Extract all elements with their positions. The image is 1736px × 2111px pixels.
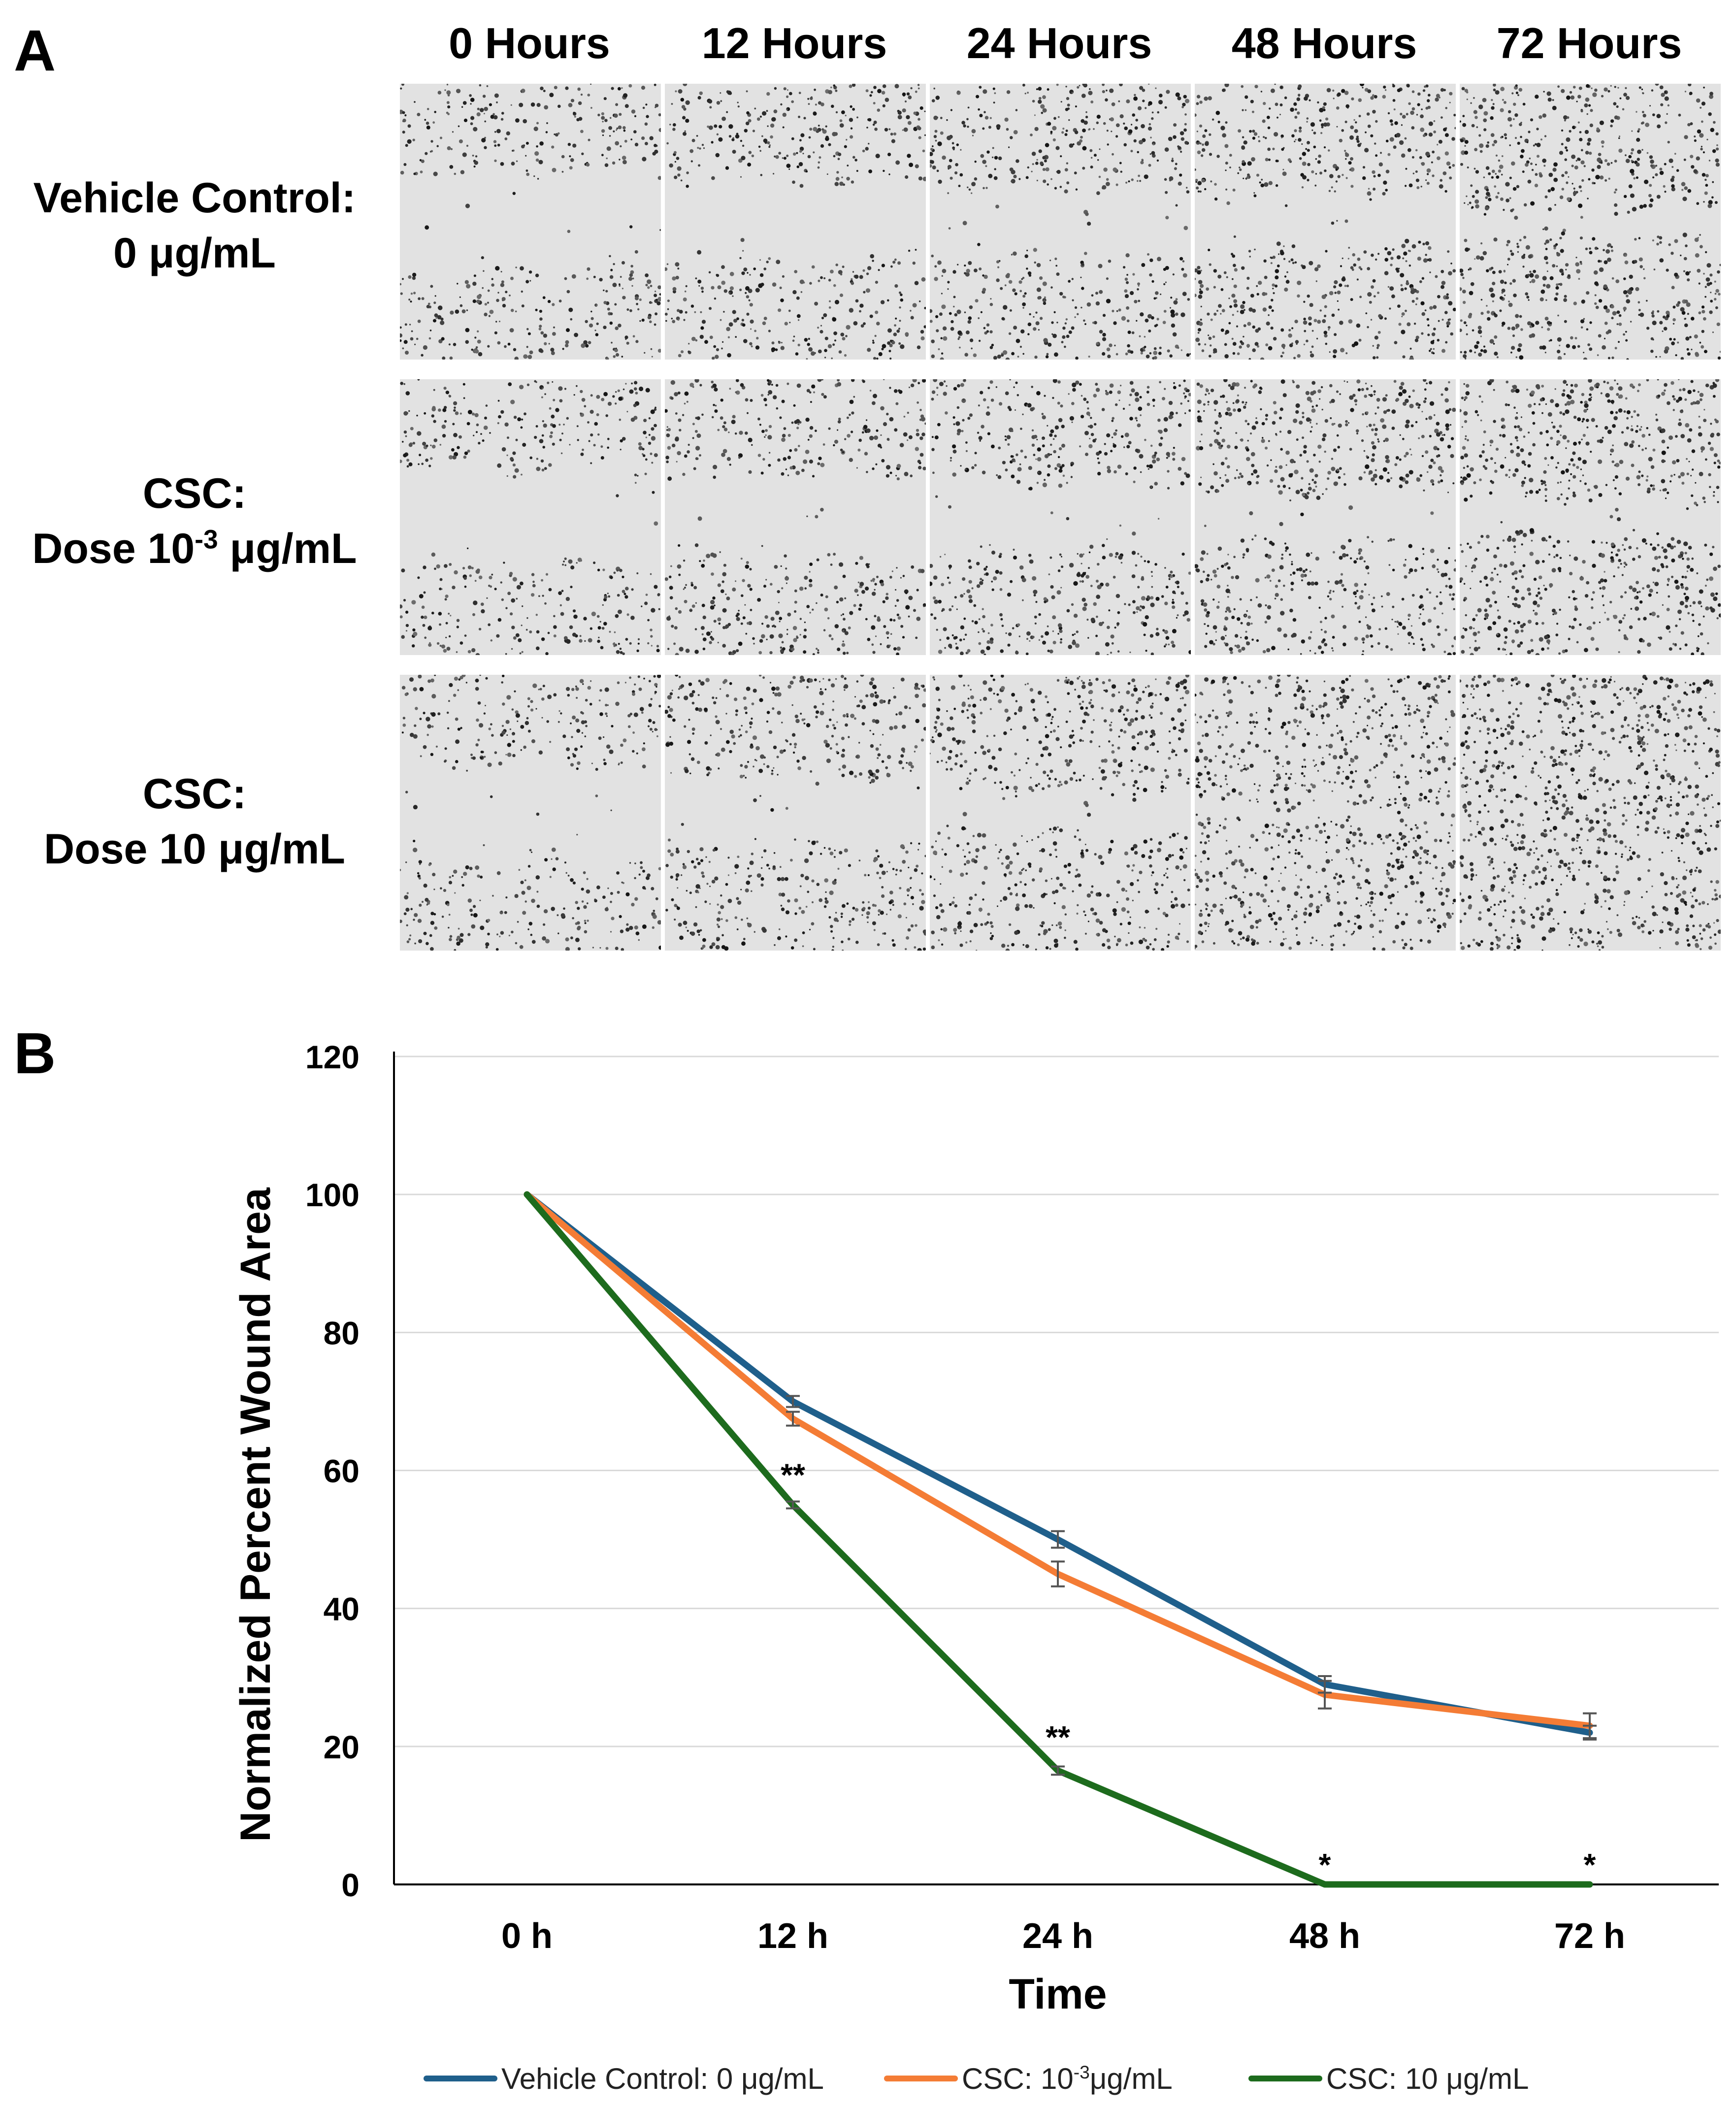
- column-header-48h: 48 Hours: [1231, 19, 1417, 67]
- micrograph-tile: [400, 84, 661, 360]
- micrograph-tile: [400, 379, 661, 655]
- micrograph-tile: [930, 84, 1191, 360]
- row-label-exponent: -3: [195, 525, 218, 555]
- y-tick-label: 40: [324, 1591, 360, 1627]
- micrograph-tile: [1195, 379, 1456, 655]
- axis-labels: 0 20 40 60 80 100 120 0 h 12 h 24 h 48 h 72 h Time No…: [232, 1039, 1625, 2018]
- legend-swatch: [884, 2076, 958, 2081]
- row-label-line1: CSC:: [142, 470, 247, 517]
- legend-label: CSC: 10-3μg/mL: [962, 2062, 1173, 2096]
- column-header-24h: 24 Hours: [966, 19, 1152, 67]
- row-label-csc-high-dose: CSC: Dose 10 μg/mL: [0, 766, 389, 877]
- y-tick-label: 100: [305, 1177, 360, 1213]
- row-label-line2-text: 0 μg/mL: [113, 230, 276, 277]
- panel-b-letter: B: [14, 1021, 56, 1086]
- x-tick-label: 48 h: [1289, 1916, 1360, 1956]
- significance-marker: *: [1319, 1847, 1331, 1882]
- row-label-line2-text: Dose 10: [32, 525, 195, 572]
- micrograph-tile: [930, 379, 1191, 655]
- legend-item-csc-low-dose: CSC: 10-3μg/mL: [884, 2054, 1173, 2103]
- micrograph-tile: [1195, 84, 1456, 360]
- row-label-line1: Vehicle Control:: [33, 174, 356, 222]
- micrograph-tile: [930, 675, 1191, 951]
- micrograph-tile: [1460, 84, 1721, 360]
- significance-annotations: ***** *: [781, 1457, 1596, 1882]
- x-tick-label: 12 h: [757, 1916, 828, 1956]
- micrograph-tile: [665, 84, 926, 360]
- x-tick-label: 0 h: [501, 1916, 553, 1956]
- significance-marker: **: [781, 1457, 805, 1493]
- row-label-csc-low-dose: CSC: Dose 10-3 μg/mL: [0, 466, 389, 576]
- y-tick-label: 60: [324, 1453, 360, 1489]
- y-tick-label: 0: [341, 1867, 360, 1903]
- legend-label-text: CSC: 10: [962, 2062, 1074, 2095]
- micrograph-tile: [1460, 675, 1721, 951]
- x-tick-label: 72 h: [1554, 1916, 1625, 1956]
- legend-label-exponent: -3: [1073, 2061, 1090, 2082]
- column-header-72h: 72 Hours: [1496, 19, 1682, 67]
- series-line-0: [524, 1191, 1593, 1736]
- legend-label: CSC: 10 μg/mL: [1326, 2062, 1529, 2095]
- legend-label: Vehicle Control: 0 μg/mL: [501, 2062, 824, 2095]
- legend-label-unit: μg/mL: [1089, 2062, 1173, 2095]
- x-axis-title: Time: [1009, 1971, 1107, 2018]
- micrograph-tile: [1195, 675, 1456, 951]
- row-label-line2: Dose 10 μg/mL: [0, 822, 389, 877]
- column-header-12h: 12 Hours: [701, 19, 887, 67]
- chart-legend: Vehicle Control: 0 μg/mL CSC: 10-3μg/mL …: [0, 2054, 1736, 2103]
- panel-a-letter: A: [14, 18, 56, 83]
- series-line-1: [524, 1191, 1593, 1729]
- y-tick-label: 20: [324, 1729, 360, 1765]
- significance-marker: **: [1046, 1719, 1070, 1755]
- legend-item-vehicle-control: Vehicle Control: 0 μg/mL: [424, 2054, 824, 2103]
- micrograph-tile: [1460, 379, 1721, 655]
- micrograph-tile: [665, 675, 926, 951]
- column-header-0h: 0 Hours: [449, 19, 610, 67]
- y-tick-label: 80: [324, 1315, 360, 1351]
- legend-swatch: [424, 2076, 497, 2081]
- micrograph-tile: [665, 379, 926, 655]
- legend-swatch: [1248, 2076, 1322, 2081]
- row-label-line2: Dose 10-3 μg/mL: [0, 521, 389, 576]
- row-label-line2: 0 μg/mL: [0, 226, 389, 281]
- row-label-line2-text: Dose 10 μg/mL: [44, 825, 345, 873]
- micrograph-tile: [400, 675, 661, 951]
- row-label-line1: CSC:: [142, 770, 247, 818]
- legend-item-csc-high-dose: CSC: 10 μg/mL: [1248, 2054, 1529, 2103]
- error-bars: [786, 1395, 1597, 1776]
- significance-marker: *: [1584, 1847, 1596, 1882]
- y-tick-label: 120: [305, 1039, 360, 1075]
- x-tick-label: 24 h: [1022, 1916, 1093, 1956]
- row-label-vehicle-control: Vehicle Control: 0 μg/mL: [0, 170, 389, 281]
- row-label-line2-unit: μg/mL: [218, 525, 357, 572]
- axes: [393, 1052, 1719, 1885]
- y-axis-title: Normalized Percent Wound Area: [232, 1187, 279, 1842]
- gridlines: [394, 1056, 1719, 1748]
